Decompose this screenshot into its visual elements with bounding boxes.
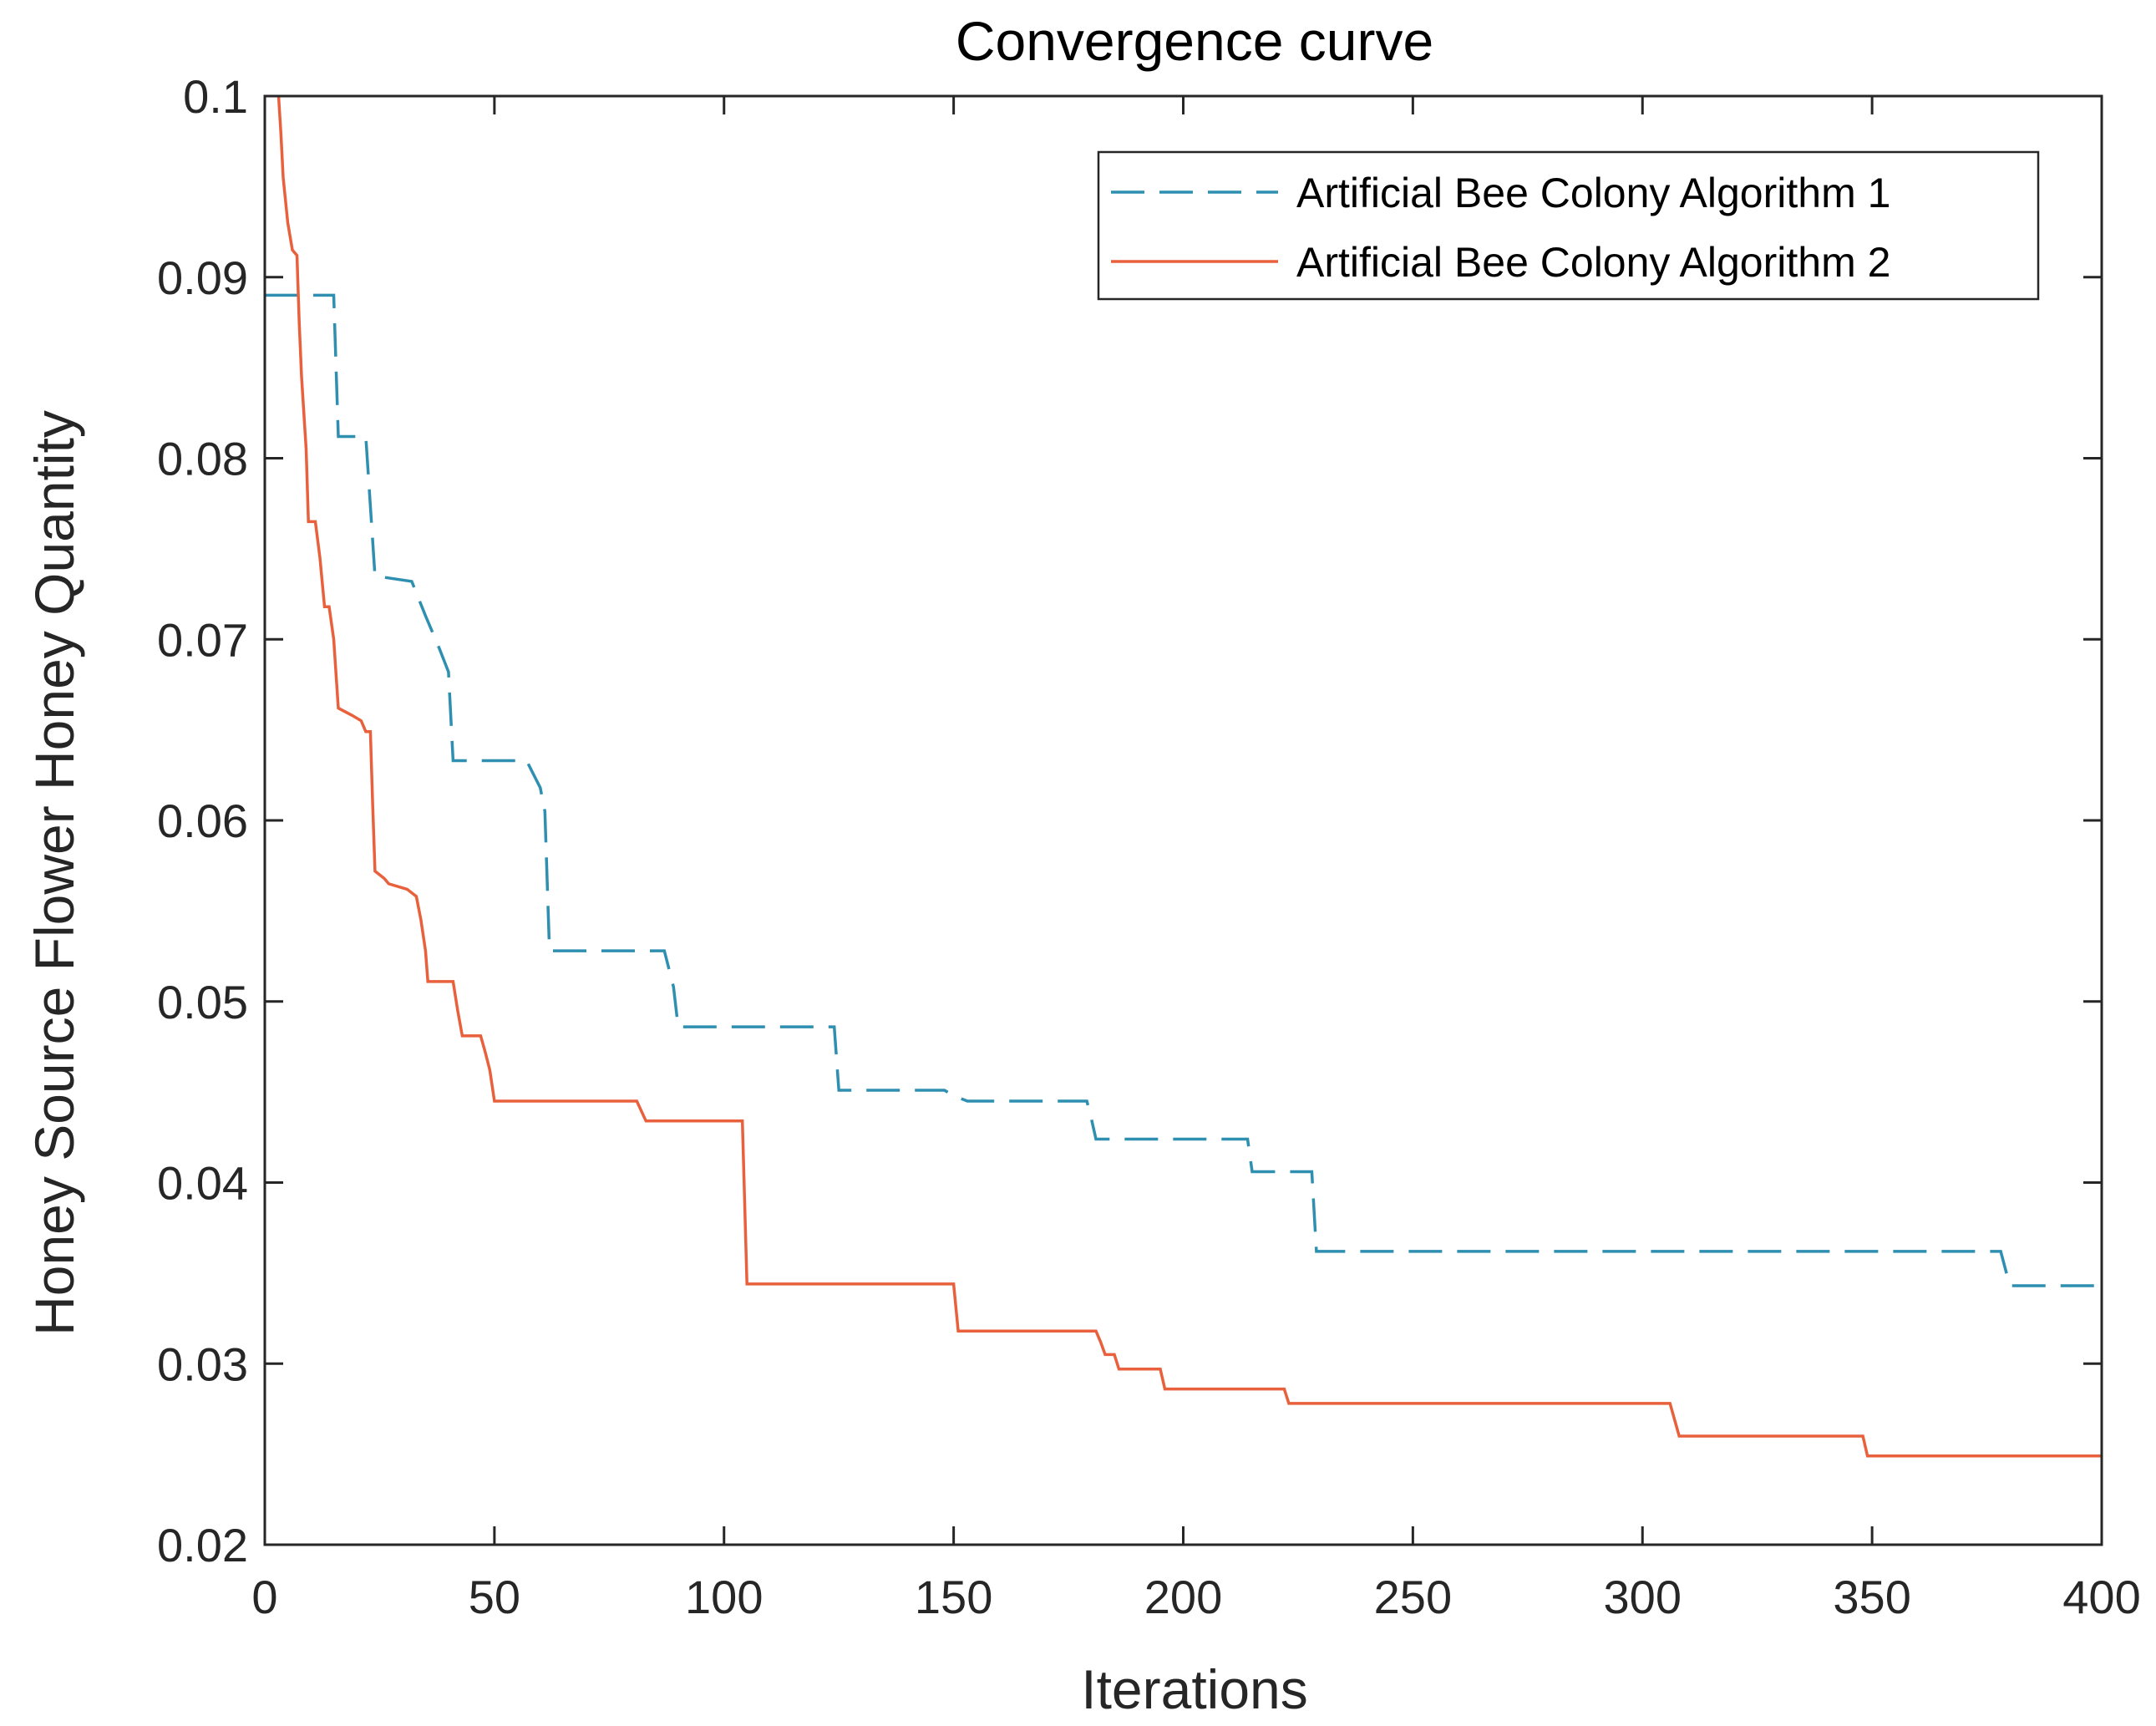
x-tick-label: 300 [1604, 1571, 1682, 1623]
y-tick-label: 0.04 [157, 1157, 248, 1210]
x-tick-label: 350 [1833, 1571, 1910, 1623]
x-tick-label: 150 [915, 1571, 992, 1623]
x-tick-label: 400 [2062, 1571, 2140, 1623]
y-tick-label: 0.1 [183, 70, 248, 123]
y-tick-label: 0.07 [157, 613, 248, 666]
x-tick-label: 0 [251, 1571, 277, 1623]
legend-label-algorithm-2: Artificial Bee Colony Algorithm 2 [1296, 239, 1890, 286]
x-axis-title: Iterations [1081, 1658, 1307, 1720]
y-tick-label: 0.09 [157, 251, 248, 304]
legend-box [1097, 150, 2040, 301]
x-tick-label: 100 [685, 1571, 763, 1623]
y-axis-title: Honey Source Flower Honey Quantity [23, 410, 85, 1336]
legend: Artificial Bee Colony Algorithm 1 Artifi… [1097, 150, 2040, 301]
y-tick-label: 0.05 [157, 976, 248, 1028]
series-layer [265, 96, 2102, 1458]
ticks-layer: 0 50 100 150 200 250 300 350 400 0.02 0.03 0.04 0.05… [157, 70, 2141, 1623]
x-tick-label: 200 [1144, 1571, 1222, 1623]
x-tick-label: 250 [1374, 1571, 1452, 1623]
series-line-algorithm-1 [265, 293, 2102, 1287]
y-tick-label: 0.06 [157, 794, 248, 847]
y-tick-label: 0.03 [157, 1338, 248, 1390]
chart-title: Convergence curve [956, 10, 1433, 72]
x-tick-label: 50 [469, 1571, 520, 1623]
legend-label-algorithm-1: Artificial Bee Colony Algorithm 1 [1296, 170, 1890, 216]
y-tick-label: 0.08 [157, 433, 248, 485]
series-line-algorithm-2 [276, 96, 2102, 1458]
y-tick-label: 0.02 [157, 1519, 248, 1571]
plot-area [265, 96, 2102, 1545]
